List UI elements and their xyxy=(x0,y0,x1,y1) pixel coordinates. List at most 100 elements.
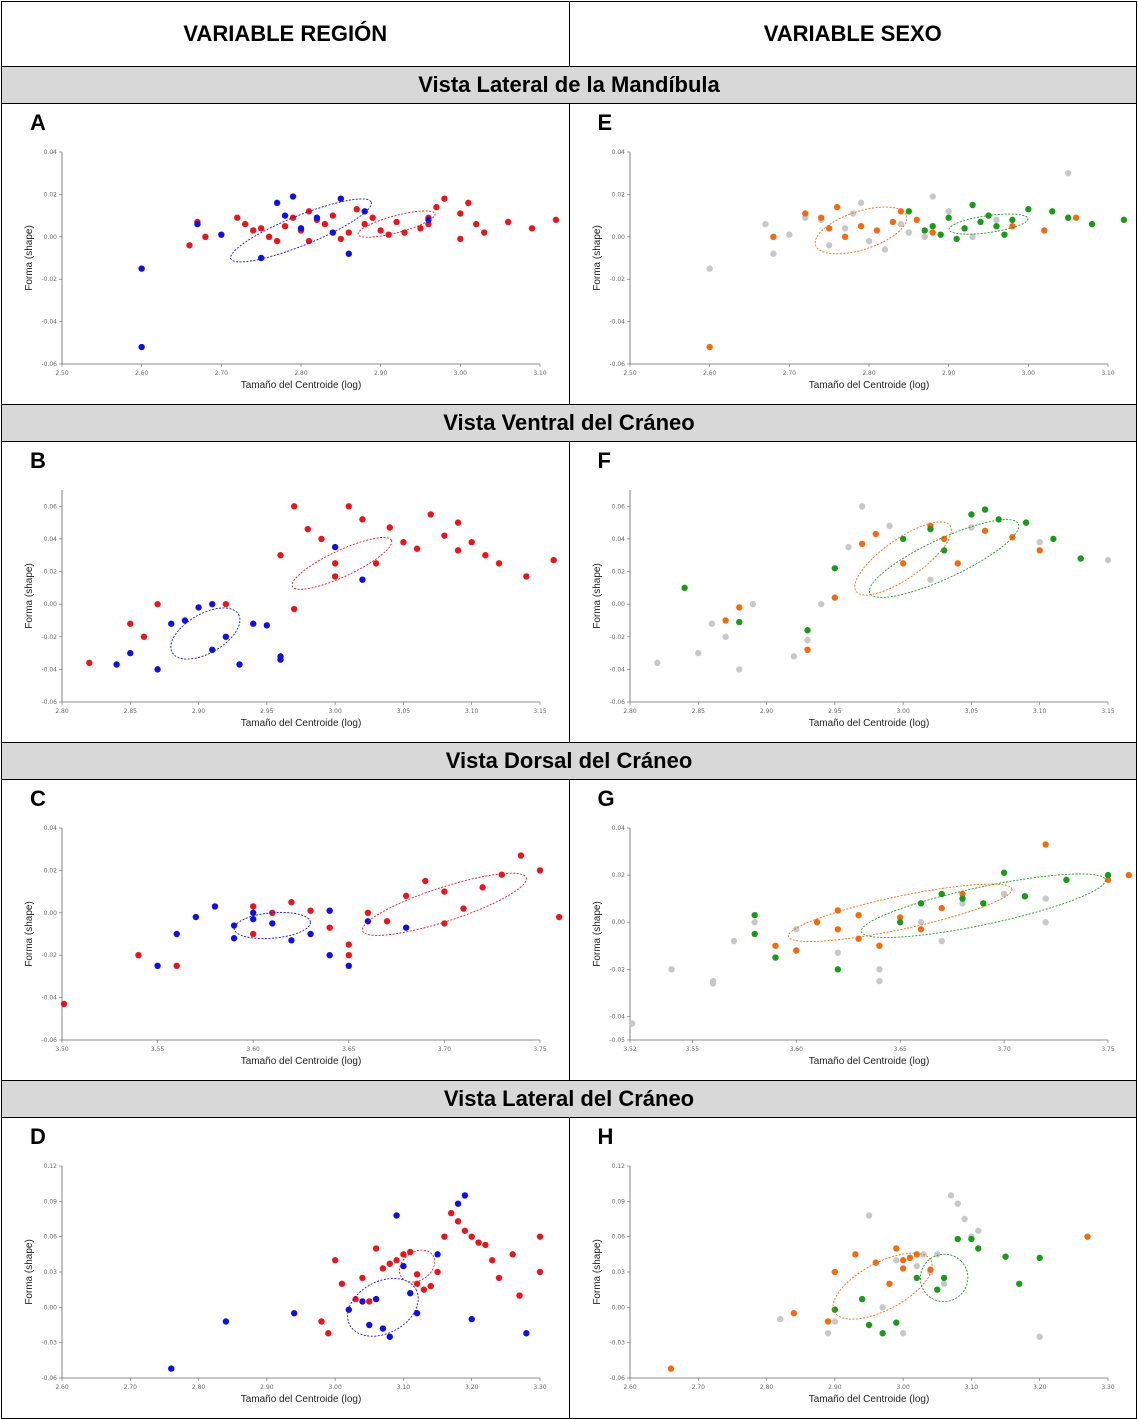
data-point-green xyxy=(995,516,1002,523)
y-tick-label: -0.06 xyxy=(41,1375,57,1382)
data-point-orange xyxy=(897,208,904,215)
confidence-ellipse-green xyxy=(948,213,1028,235)
x-tick-label: 3.75 xyxy=(533,1046,547,1053)
data-point-orange xyxy=(1041,841,1049,848)
y-tick-label: -0.04 xyxy=(609,319,625,326)
data-point-red xyxy=(441,1233,448,1240)
x-tick-label: 3.00 xyxy=(896,1384,910,1391)
data-point-red xyxy=(250,227,257,234)
data-point-blue xyxy=(402,924,410,931)
data-point-red xyxy=(413,545,421,552)
data-point-gray xyxy=(885,522,893,530)
data-point-green xyxy=(1022,519,1029,526)
y-tick-label: 0.02 xyxy=(44,191,58,198)
x-tick-label: 3.70 xyxy=(438,1046,452,1053)
data-point-red xyxy=(468,1233,475,1240)
data-point-green xyxy=(1049,535,1057,543)
data-point-blue xyxy=(222,1318,230,1325)
data-point-orange xyxy=(1104,876,1111,884)
column-header-sex: VARIABLE SEXO xyxy=(568,1,1137,67)
data-point-green xyxy=(680,584,688,592)
x-axis-label: Tamaño del Centroide (log) xyxy=(808,718,929,729)
data-point-red xyxy=(552,216,560,224)
data-point-gray xyxy=(790,653,797,660)
confidence-ellipse-blue xyxy=(347,1277,419,1337)
y-tick-label: -0.03 xyxy=(41,1340,57,1347)
y-axis-label: Forma (shape) xyxy=(24,225,35,291)
x-tick-label: 2.80 xyxy=(759,1384,773,1391)
data-point-green xyxy=(1024,206,1032,213)
y-tick-label: 0.06 xyxy=(611,503,625,510)
data-point-orange xyxy=(854,935,862,942)
y-tick-label: -0.04 xyxy=(609,1013,625,1020)
data-point-orange xyxy=(873,227,880,234)
data-point-blue xyxy=(269,920,276,927)
data-point-red xyxy=(186,242,193,249)
data-point-gray xyxy=(892,1257,900,1264)
data-point-blue xyxy=(461,1192,469,1199)
panel-letter: E xyxy=(597,110,613,135)
data-point-orange xyxy=(899,560,906,567)
data-point-red xyxy=(290,503,298,510)
confidence-ellipse-orange xyxy=(853,521,952,596)
data-point-red xyxy=(372,560,380,567)
data-point-orange xyxy=(667,1365,674,1372)
data-point-red xyxy=(498,871,505,878)
x-tick-label: 3.10 xyxy=(964,1384,978,1391)
data-point-gray xyxy=(913,1262,920,1270)
x-tick-label: 3.10 xyxy=(1033,708,1047,715)
x-tick-label: 3.10 xyxy=(1101,370,1115,377)
data-point-green xyxy=(921,227,928,234)
y-tick-label: 0.00 xyxy=(611,234,625,241)
data-point-green xyxy=(958,895,966,902)
x-tick-label: 3.30 xyxy=(1101,1384,1115,1391)
x-tick-label: 2.85 xyxy=(691,708,705,715)
data-point-orange xyxy=(824,1318,831,1325)
data-point-red xyxy=(536,867,544,874)
y-tick-label: 0.03 xyxy=(44,1269,58,1276)
data-point-blue xyxy=(250,620,257,627)
y-tick-label: -0.04 xyxy=(41,666,57,673)
data-point-blue xyxy=(257,254,265,262)
data-point-orange xyxy=(913,1251,920,1258)
x-axis-label: Tamaño del Centroide (log) xyxy=(241,1394,362,1405)
data-point-red xyxy=(386,524,393,531)
data-point-orange xyxy=(926,1266,934,1273)
data-point-red xyxy=(222,600,230,608)
data-point-red xyxy=(400,1251,407,1258)
data-point-green xyxy=(992,223,1000,230)
x-tick-label: 2.95 xyxy=(828,708,842,715)
data-point-gray xyxy=(926,576,934,583)
data-point-red xyxy=(401,229,408,236)
data-point-blue xyxy=(173,930,180,938)
y-tick-label: 0.09 xyxy=(611,1198,625,1205)
data-point-red xyxy=(516,1292,523,1299)
data-point-orange xyxy=(851,1251,859,1258)
data-point-red xyxy=(377,227,384,234)
data-point-green xyxy=(1001,1253,1009,1260)
data-point-red xyxy=(385,231,392,238)
data-point-orange xyxy=(803,646,811,654)
data-point-orange xyxy=(841,233,848,240)
data-point-red xyxy=(288,899,295,906)
y-tick-label: -0.04 xyxy=(41,319,57,326)
data-point-red xyxy=(457,210,464,217)
x-tick-label: 2.90 xyxy=(828,1384,842,1391)
x-tick-label: 3.10 xyxy=(465,708,479,715)
data-point-red xyxy=(277,552,284,559)
data-point-blue xyxy=(359,576,366,583)
data-point-orange xyxy=(872,1259,879,1266)
data-point-gray xyxy=(881,246,888,253)
data-point-green xyxy=(1048,208,1055,215)
data-point-blue xyxy=(192,913,200,921)
data-point-blue xyxy=(372,1295,380,1303)
data-point-red xyxy=(338,1280,346,1287)
x-tick-label: 2.70 xyxy=(215,370,229,377)
confidence-ellipse-red xyxy=(357,210,436,238)
data-point-blue xyxy=(209,646,216,654)
panel-cell-g: G 3.52 3.55 3.60 3.65 3.70 3.75 -0.05 -0.04 -0.0… xyxy=(568,779,1137,1081)
data-point-blue xyxy=(337,195,345,202)
data-point-blue xyxy=(345,250,352,257)
data-point-blue xyxy=(326,952,333,959)
data-point-red xyxy=(318,535,325,543)
